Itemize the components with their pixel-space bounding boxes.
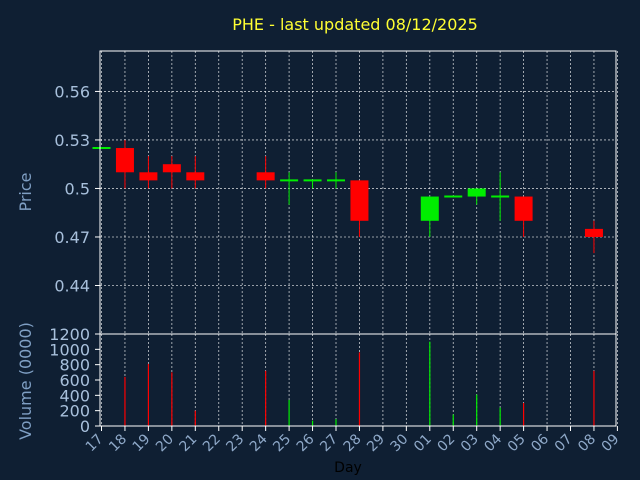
candle-body: [162, 164, 181, 173]
candle-04: [491, 172, 510, 221]
candle-26: [303, 179, 322, 189]
volume-tick-label: 1200: [49, 325, 90, 344]
candles: [92, 139, 603, 254]
volume-tick-label: 1000: [49, 340, 90, 359]
price-axis-label: Price: [16, 172, 35, 211]
candle-19: [139, 156, 158, 189]
candle-08: [584, 220, 603, 254]
volume-bars: [124, 341, 595, 426]
candle-03: [467, 188, 486, 205]
candle-24: [256, 156, 275, 189]
volume-tick-label: 0: [80, 417, 90, 436]
candle-body: [256, 172, 275, 181]
price-tick-label: 0.44: [54, 276, 90, 295]
candle-body: [467, 188, 486, 197]
candle-body: [115, 148, 134, 173]
candle-21: [186, 156, 205, 189]
candle-28: [350, 180, 369, 237]
candle-25: [280, 172, 299, 205]
candle-01: [420, 196, 439, 237]
candle-body: [514, 196, 533, 221]
chart-title: PHE - last updated 08/12/2025: [232, 15, 478, 34]
volume-panel-frame: [99, 333, 617, 427]
price-tick-label: 0.47: [54, 228, 90, 247]
volume-tick-label: 600: [59, 371, 90, 390]
candle-body: [186, 172, 205, 181]
candle-body: [139, 172, 158, 181]
volume-tick-label: 400: [59, 386, 90, 405]
volume-axis-label: Volume (0000): [16, 322, 35, 440]
candle-27: [327, 172, 345, 189]
candle-body: [584, 228, 603, 237]
price-tick-label: 0.56: [54, 82, 90, 101]
price-tick-label: 0.53: [54, 131, 90, 150]
candle-18: [115, 139, 134, 189]
volume-tick-label: 200: [59, 402, 90, 421]
candle-05: [514, 196, 533, 237]
price-tick-label: 0.5: [65, 179, 90, 198]
candle-body: [350, 180, 369, 221]
candle-20: [162, 156, 181, 189]
candle-body: [420, 196, 439, 221]
day-axis-label: Day: [334, 460, 362, 476]
volume-tick-label: 800: [59, 356, 90, 375]
